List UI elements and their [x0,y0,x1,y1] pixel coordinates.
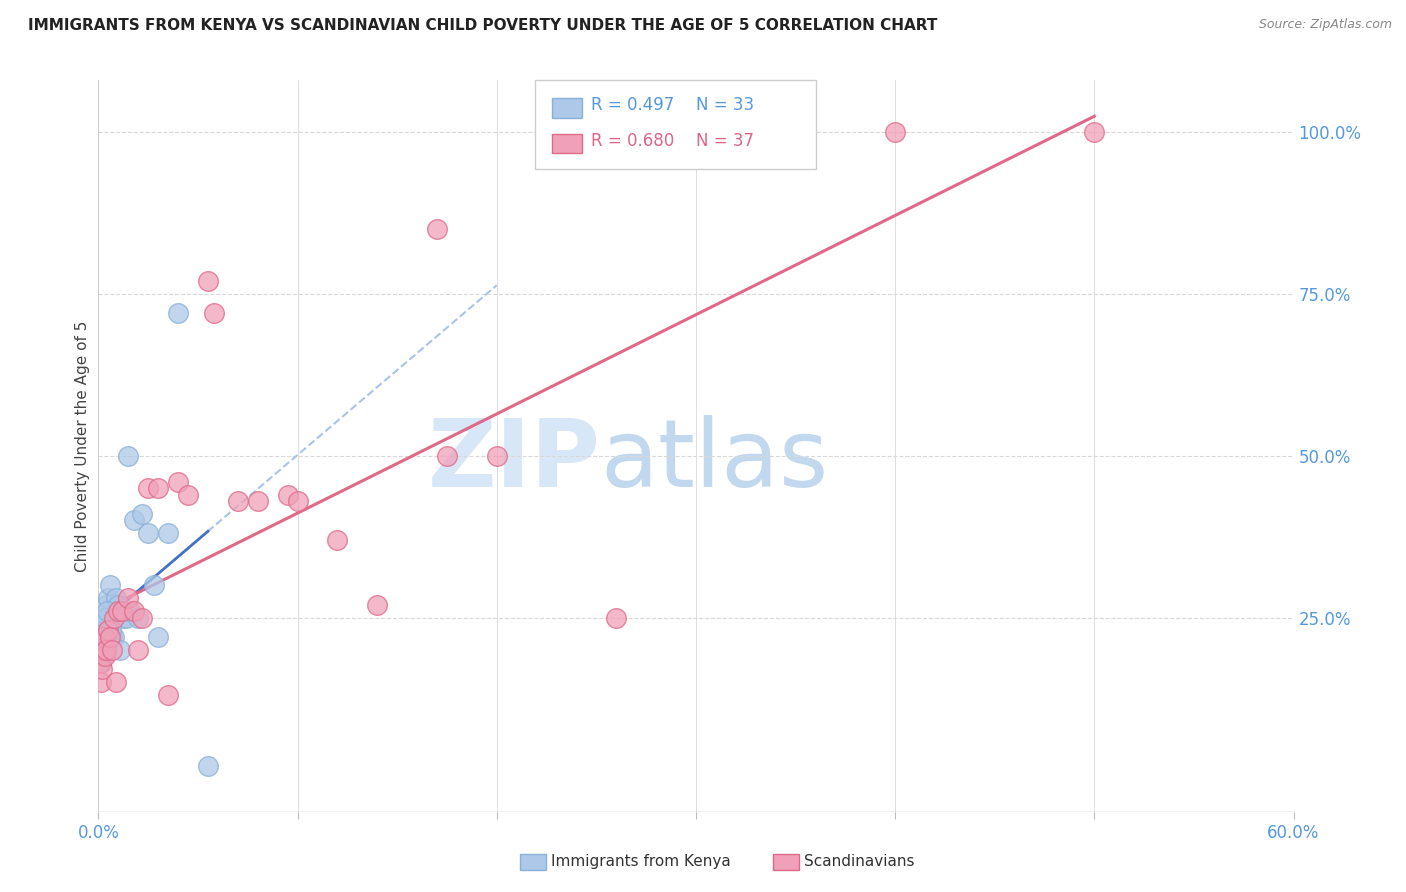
Point [93,610,115,624]
Point [605,610,627,624]
Point [120,604,142,618]
Text: Source: ZipAtlas.com: Source: ZipAtlas.com [1258,18,1392,31]
Point [110,643,132,657]
Point [148,630,170,644]
Point [326,533,349,547]
Point [93,649,115,664]
Point [96,604,118,618]
Point [124,513,146,527]
Point [101,630,124,644]
Point [1083,125,1105,139]
Point [91,662,114,676]
Point [107,598,129,612]
Text: Scandinavians: Scandinavians [804,855,915,869]
Point [143,578,166,592]
Point [136,526,159,541]
Point [226,494,249,508]
Point [97,591,120,606]
Point [93,624,115,638]
Point [90,656,112,670]
Point [157,526,180,541]
Point [94,610,117,624]
Text: Immigrants from Kenya: Immigrants from Kenya [551,855,731,869]
Point [177,487,200,501]
Point [366,598,388,612]
Point [89,656,111,670]
Point [426,222,449,236]
Point [202,306,225,320]
Point [89,656,111,670]
Text: IMMIGRANTS FROM KENYA VS SCANDINAVIAN CHILD POVERTY UNDER THE AGE OF 5 CORRELATI: IMMIGRANTS FROM KENYA VS SCANDINAVIAN CH… [28,18,938,33]
Point [97,624,120,638]
Point [111,604,134,618]
Point [105,675,128,690]
Point [98,578,122,592]
Point [287,494,309,508]
Point [246,494,269,508]
Point [103,630,125,644]
Point [127,643,149,657]
Y-axis label: Child Poverty Under the Age of 5: Child Poverty Under the Age of 5 [75,320,90,572]
Point [277,487,299,501]
Point [131,610,153,624]
Point [117,591,139,606]
Point [124,604,146,618]
Point [436,449,458,463]
Point [103,610,125,624]
Point [131,507,153,521]
Point [148,481,170,495]
Point [101,643,124,657]
Point [91,630,114,644]
Point [93,643,115,657]
Point [136,481,159,495]
Point [94,649,117,664]
Point [98,630,122,644]
Text: N = 37: N = 37 [696,132,755,150]
Point [93,630,115,644]
Point [197,759,219,773]
Point [98,630,121,644]
Point [90,675,112,690]
Point [96,643,118,657]
Point [167,306,190,320]
Point [127,610,149,624]
Point [96,598,118,612]
Point [485,449,508,463]
Point [167,475,190,489]
Point [884,125,907,139]
Point [100,624,122,638]
Point [115,610,138,624]
Point [197,274,219,288]
Text: R = 0.680: R = 0.680 [591,132,673,150]
Point [157,688,180,702]
Point [111,610,134,624]
Text: atlas: atlas [600,415,828,507]
Point [94,630,117,644]
Point [117,449,139,463]
Point [107,604,129,618]
Text: R = 0.497: R = 0.497 [591,96,673,114]
Point [105,591,128,606]
Point [90,643,112,657]
Text: N = 33: N = 33 [696,96,755,114]
Text: ZIP: ZIP [427,415,600,507]
